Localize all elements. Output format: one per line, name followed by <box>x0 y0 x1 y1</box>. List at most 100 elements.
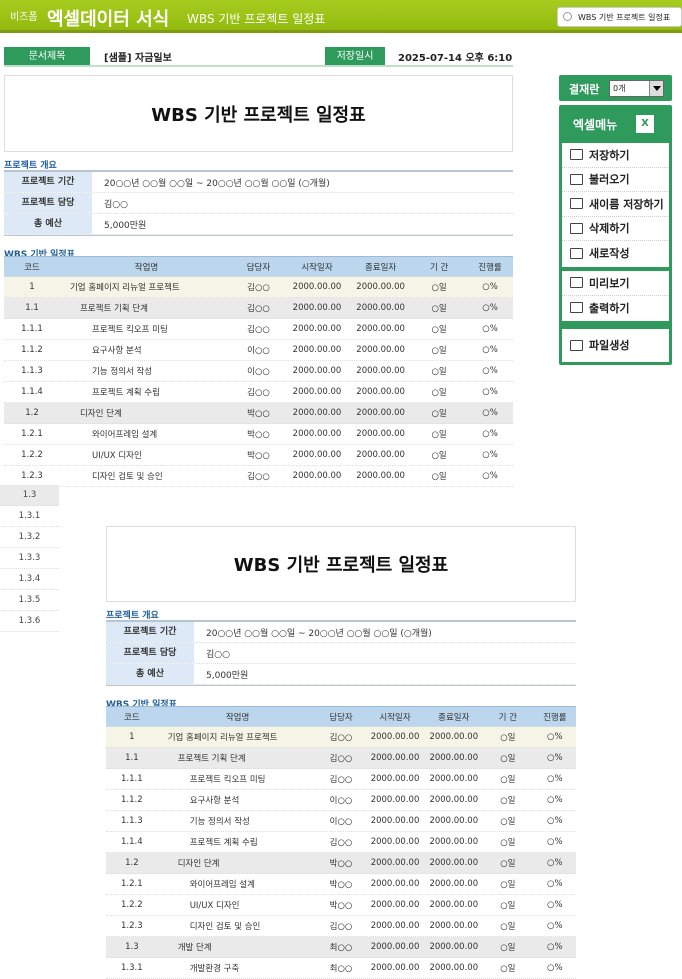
code-cell: 1.2 <box>125 858 139 868</box>
task-name-cell: 개발 단계 <box>177 943 212 953</box>
progress-cell: ○% <box>482 450 498 460</box>
duration-cell: ○일 <box>500 796 516 806</box>
code-column-strip: 1.3 1.3.1 1.3.2 1.3.3 1.3.4 1.3.5 1.3.6 <box>0 485 59 632</box>
table-row[interactable]: 1.1 프로젝트 기획 단계 김○○ 2000.00.00 2000.00.00 ○일 ○% <box>4 298 513 319</box>
start-date-cell: 2000.00.00 <box>292 408 342 418</box>
table-row[interactable]: 1.1.1 프로젝트 킥오프 미팅 김○○ 2000.00.00 2000.00.00 ○… <box>4 319 513 340</box>
menu-item-trash[interactable]: 삭제하기 <box>562 217 669 241</box>
table-row[interactable]: 1.2.3 디자인 검토 및 승인 김○○ 2000.00.00 2000.00.00 ○… <box>4 466 513 487</box>
code-cell: 1.3 <box>125 942 139 952</box>
table-row[interactable]: 1 기업 홈페이지 리뉴얼 프로젝트 김○○ 2000.00.00 2000.00.00… <box>106 727 576 748</box>
task-name-cell: 와이어프레임 설계 <box>91 430 158 440</box>
progress-cell: ○% <box>547 795 563 805</box>
column-header: 작업명 <box>225 712 250 723</box>
table-row[interactable]: 1.2.3 디자인 검토 및 승인 김○○ 2000.00.00 2000.00.00 ○… <box>106 916 576 937</box>
duration-cell: ○일 <box>500 754 516 764</box>
start-date-cell: 2000.00.00 <box>292 303 342 313</box>
table-row[interactable]: 1.2.1 와이어프레임 설계 박○○ 2000.00.00 2000.00.00 ○일 ○… <box>4 424 513 445</box>
duration-cell: ○일 <box>500 817 516 827</box>
owner-cell: 김○○ <box>247 304 270 314</box>
duration-cell: ○일 <box>500 775 516 785</box>
trash-icon <box>570 222 583 234</box>
approval-box: 결재란 0개 <box>559 75 672 101</box>
table-row[interactable]: 1.1.3 기능 정의서 작성 이○○ 2000.00.00 2000.00.00 ○일 ○… <box>4 361 513 382</box>
menu-group: 미리보기 출력하기 <box>562 271 669 321</box>
table-row[interactable]: 1.1 프로젝트 기획 단계 김○○ 2000.00.00 2000.00.00 ○일 ○% <box>106 748 576 769</box>
code-cell: 1.1 <box>125 753 139 763</box>
start-date-cell: 2000.00.00 <box>370 900 420 910</box>
duration-cell: ○일 <box>500 733 516 743</box>
progress-cell: ○% <box>547 942 563 952</box>
table-row[interactable]: 1.1.4 프로젝트 계획 수립 김○○ 2000.00.00 2000.00.00 ○일… <box>4 382 513 403</box>
menu-item-preview[interactable]: 미리보기 <box>562 271 669 296</box>
end-date-cell: 2000.00.00 <box>356 387 405 397</box>
table-header-row: 코드 작업명 담당자 시작일자 종료일자 기 간 진행률 <box>106 706 576 727</box>
chevron-down-icon[interactable] <box>649 81 663 96</box>
overview-heading: 프로젝트 개요 <box>4 161 57 171</box>
column-header: 진행률 <box>478 262 502 273</box>
progress-cell: ○% <box>482 324 498 334</box>
excel-menu: 엑셀메뉴 X 저장하기 불러오기 새이름 저장하기 삭제하기 새로작성 미리보기 출력하기 파… <box>559 105 672 365</box>
task-name-cell: 프로젝트 계획 수립 <box>91 388 160 398</box>
column-header: 작업명 <box>134 262 159 273</box>
duration-cell: ○일 <box>500 838 516 848</box>
approval-value: 0개 <box>613 84 626 93</box>
owner-cell: 김○○ <box>329 922 353 932</box>
column-header: 진행률 <box>543 712 567 723</box>
column-header: 담당자 <box>329 712 353 723</box>
code-cell: 1.3.3 <box>0 548 59 569</box>
progress-cell: ○% <box>547 732 563 742</box>
start-date-cell: 2000.00.00 <box>292 450 342 460</box>
overview-value: 20○○년 ○○월 ○○일 ~ 20○○년 ○○월 ○○일 (○개월) <box>206 628 432 639</box>
approval-label: 결재란 <box>569 83 600 96</box>
table-row[interactable]: 1.3 개발 단계 최○○ 2000.00.00 2000.00.00 ○일 ○% <box>106 937 576 958</box>
overview-value: 김○○ <box>206 649 230 660</box>
menu-item-save-as[interactable]: 새이름 저장하기 <box>562 192 669 217</box>
menu-item-save[interactable]: 저장하기 <box>562 143 669 168</box>
owner-cell: 박○○ <box>247 409 270 419</box>
table-row[interactable]: 1.1.4 프로젝트 계획 수립 김○○ 2000.00.00 2000.00.00 ○일… <box>106 832 576 853</box>
column-header: 종료일자 <box>364 262 397 273</box>
owner-cell: 최○○ <box>329 943 353 953</box>
start-date-cell: 2000.00.00 <box>292 324 342 334</box>
owner-cell: 김○○ <box>329 733 353 743</box>
start-date-cell: 2000.00.00 <box>370 774 420 784</box>
table-row[interactable]: 1 기업 홈페이지 리뉴얼 프로젝트 김○○ 2000.00.00 2000.00.00… <box>4 277 513 298</box>
brand-logo-small: 비즈폼 <box>10 12 38 23</box>
menu-item-print[interactable]: 출력하기 <box>562 296 669 321</box>
menu-item-new-doc[interactable]: 새로작성 <box>562 241 669 266</box>
code-cell: 1.1.1 <box>121 774 143 784</box>
search-input[interactable]: WBS 기반 프로젝트 일정표 <box>557 7 682 27</box>
code-cell: 1.3.2 <box>0 527 59 548</box>
table-row[interactable]: 1.2.1 와이어프레임 설계 박○○ 2000.00.00 2000.00.00 ○일 ○… <box>106 874 576 895</box>
task-name-cell: 프로젝트 기획 단계 <box>79 304 148 314</box>
end-date-cell: 2000.00.00 <box>356 345 405 355</box>
owner-cell: 김○○ <box>329 754 353 764</box>
code-cell: 1.1.2 <box>121 795 143 805</box>
overview-row: 총 예산 5,000만원 <box>106 664 576 685</box>
column-header: 시작일자 <box>379 712 411 723</box>
end-date-cell: 2000.00.00 <box>356 324 405 334</box>
table-row[interactable]: 1.3.1 개발환경 구축 최○○ 2000.00.00 2000.00.00 ○일 ○% <box>106 958 576 979</box>
code-cell: 1.3.1 <box>0 506 59 527</box>
progress-cell: ○% <box>547 858 563 868</box>
doc-title-value: [샘플] 자금일보 <box>104 53 172 64</box>
table-row[interactable]: 1.1.2 요구사항 분석 이○○ 2000.00.00 2000.00.00 ○일 ○% <box>106 790 576 811</box>
table-row[interactable]: 1.2 디자인 단계 박○○ 2000.00.00 2000.00.00 ○일 ○% <box>4 403 513 424</box>
approval-select[interactable]: 0개 <box>609 80 664 97</box>
table-row[interactable]: 1.2 디자인 단계 박○○ 2000.00.00 2000.00.00 ○일 ○% <box>106 853 576 874</box>
task-name-cell: 개발환경 구축 <box>189 964 240 974</box>
overview-table: 프로젝트 기간 20○○년 ○○월 ○○일 ~ 20○○년 ○○월 ○○일 (○개… <box>4 170 513 236</box>
overview-key: 프로젝트 기간 <box>4 172 92 192</box>
table-row[interactable]: 1.1.2 요구사항 분석 이○○ 2000.00.00 2000.00.00 ○일 ○% <box>4 340 513 361</box>
table-row[interactable]: 1.1.3 기능 정의서 작성 이○○ 2000.00.00 2000.00.00 ○일 ○… <box>106 811 576 832</box>
table-row[interactable]: 1.2.2 UI/UX 디자인 박○○ 2000.00.00 2000.00.00 ○일 ○… <box>4 445 513 466</box>
progress-cell: ○% <box>482 387 498 397</box>
table-row[interactable]: 1.1.1 프로젝트 킥오프 미팅 김○○ 2000.00.00 2000.00.00 ○… <box>106 769 576 790</box>
code-cell: 1.1.4 <box>21 387 43 397</box>
start-date-cell: 2000.00.00 <box>292 345 342 355</box>
code-cell: 1.2.2 <box>21 450 43 460</box>
menu-item-load[interactable]: 불러오기 <box>562 168 669 192</box>
table-row[interactable]: 1.2.2 UI/UX 디자인 박○○ 2000.00.00 2000.00.00 ○일 ○… <box>106 895 576 916</box>
menu-item-folder[interactable]: 파일생성 <box>562 333 669 358</box>
